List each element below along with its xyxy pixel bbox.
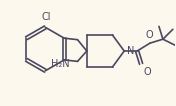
- Text: N: N: [127, 46, 135, 56]
- Text: H₂N: H₂N: [51, 59, 70, 69]
- Text: O: O: [143, 67, 151, 77]
- Text: O: O: [145, 30, 153, 40]
- Text: Cl: Cl: [42, 12, 51, 22]
